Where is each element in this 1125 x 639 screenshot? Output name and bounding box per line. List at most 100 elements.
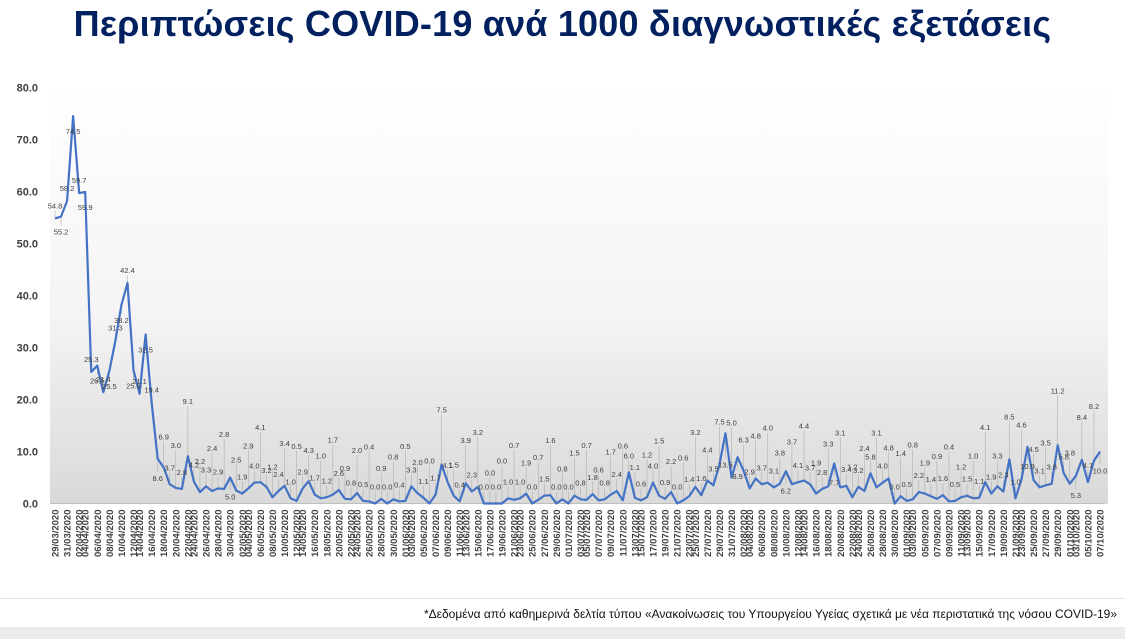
data-label: 1.9	[237, 473, 247, 482]
y-tick-label: 0.0	[23, 499, 38, 511]
data-label: 1.4	[684, 475, 694, 484]
data-label: 59.7	[72, 176, 87, 185]
x-tick-label: 31/03/2020	[63, 510, 74, 558]
x-tick-label: 08/04/2020	[105, 510, 116, 558]
data-label: 3.1	[871, 428, 881, 437]
x-tick-label: 08/08/2020	[769, 510, 780, 558]
x-tick-label: 04/08/2020	[745, 510, 756, 558]
data-label: 0.8	[557, 464, 567, 473]
x-tick-label: 08/05/2020	[268, 510, 279, 558]
x-tick-label: 14/04/2020	[135, 510, 146, 558]
x-tick-label: 02/08/2020	[739, 510, 750, 558]
data-label: 0.8	[908, 440, 918, 449]
x-tick-label: 17/07/2020	[649, 510, 660, 558]
data-label: 1.1	[418, 477, 428, 486]
chart-title: Περιπτώσεις COVID-19 ανά 1000 διαγνωστικ…	[73, 3, 1052, 44]
x-tick-label: 09/09/2020	[944, 510, 955, 558]
data-label: 7.5	[436, 406, 446, 415]
data-label: 4.0	[877, 462, 887, 471]
data-label: 4.4	[799, 422, 809, 431]
data-label: 1.5	[539, 475, 549, 484]
data-label: 4.1	[255, 423, 265, 432]
data-label: 1.8	[587, 473, 597, 482]
y-tick-label: 20.0	[17, 395, 38, 407]
data-labels: 54.8 55.2 58.2 74.5 59.7 59.9 25.3 26.521.425.5…	[48, 127, 1108, 501]
data-label: 0.9	[932, 452, 942, 461]
data-label: 0.5	[291, 442, 301, 451]
x-tick-label: 27/07/2020	[703, 510, 714, 558]
x-tick-label: 20/04/2020	[171, 510, 182, 558]
data-label: 59.9	[78, 203, 93, 212]
x-tick-label: 16/05/2020	[310, 510, 321, 558]
x-tick-label: 05/06/2020	[419, 510, 430, 558]
data-label: 4.6	[1016, 421, 1026, 430]
x-tick-label: 09/06/2020	[443, 510, 454, 558]
data-label: 3.8	[775, 449, 785, 458]
x-tick-label: 28/08/2020	[878, 510, 889, 558]
data-label: 2.9	[297, 467, 307, 476]
data-label: 2.8	[177, 468, 187, 477]
data-label: 0.4	[364, 442, 374, 451]
data-label: 3.0	[171, 441, 181, 450]
x-tick-label: 29/07/2020	[715, 510, 726, 558]
x-tick-label: 17/06/2020	[485, 510, 496, 558]
x-tick-label: 06/05/2020	[256, 510, 267, 558]
data-label: 3.2	[261, 466, 271, 475]
x-tick-label: 27/09/2020	[1041, 510, 1052, 558]
data-label: 5.0	[726, 419, 736, 428]
data-label: 0.5	[901, 480, 911, 489]
data-label: 0.0	[382, 483, 392, 492]
data-label: 0.0	[491, 483, 501, 492]
data-label: 3.7	[805, 463, 815, 472]
y-tick-label: 50.0	[17, 239, 38, 251]
data-label: 8.5	[1004, 412, 1014, 421]
data-label: 2.0	[352, 446, 362, 455]
data-label: 1.5	[654, 437, 664, 446]
x-tick-label: 19/07/2020	[661, 510, 672, 558]
data-label: 1.9	[920, 459, 930, 468]
x-tick-label: 05/09/2020	[920, 510, 931, 558]
x-tick-label: 14/08/2020	[800, 510, 811, 558]
x-tick-label: 30/05/2020	[389, 510, 400, 558]
x-tick-label: 21/09/2020	[1011, 510, 1022, 558]
x-tick-label: 23/09/2020	[1017, 510, 1028, 558]
x-tick-label: 24/08/2020	[854, 510, 865, 558]
x-tick-label: 18/05/2020	[322, 510, 333, 558]
x-tick-label: 11/09/2020	[957, 510, 968, 557]
data-label: 1.7	[430, 474, 440, 483]
data-label: 1.0	[316, 451, 326, 460]
data-label: 0.9	[376, 464, 386, 473]
x-tick-label: 25/09/2020	[1029, 510, 1040, 558]
data-label: 7.5	[714, 418, 724, 427]
x-tick-label: 10/04/2020	[117, 510, 128, 558]
x-tick-label: 23/06/2020	[516, 510, 527, 558]
x-tick-label: 30/04/2020	[226, 510, 237, 558]
data-label: 0.8	[575, 478, 585, 487]
data-label: 6.3	[738, 436, 748, 445]
x-tick-label: 29/06/2020	[552, 510, 563, 558]
data-label: 0.0	[485, 469, 495, 478]
data-label: 6.9	[159, 433, 169, 442]
x-tick-label: 22/08/2020	[848, 510, 859, 558]
data-label: 4.5	[1028, 445, 1038, 454]
data-label: 4.8	[750, 432, 760, 441]
data-label: 0.9	[340, 464, 350, 473]
data-label: 0.6	[593, 465, 603, 474]
bottom-bar	[0, 627, 1125, 639]
data-label: 3.4	[841, 465, 851, 474]
x-tick-label: 02/04/2020	[75, 510, 86, 558]
data-label: 4.3	[303, 446, 313, 455]
data-label: 9.1	[183, 397, 193, 406]
x-tick-label: 25/06/2020	[528, 510, 539, 558]
x-tick-label: 09/07/2020	[606, 510, 617, 558]
data-label: 5.8	[1059, 452, 1069, 461]
data-label: 3.3	[201, 465, 211, 474]
data-label: 4.1	[442, 461, 452, 470]
data-label: 21.4	[96, 375, 111, 384]
footer-divider	[0, 598, 1125, 599]
x-tick-label: 23/07/2020	[685, 510, 696, 558]
data-label: 0.5	[400, 442, 410, 451]
data-label: 1.9	[986, 473, 996, 482]
data-label: 0.8	[346, 478, 356, 487]
data-label: 4.0	[648, 462, 658, 471]
